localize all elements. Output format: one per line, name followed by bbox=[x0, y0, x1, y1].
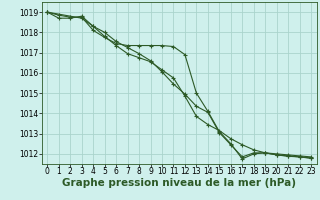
X-axis label: Graphe pression niveau de la mer (hPa): Graphe pression niveau de la mer (hPa) bbox=[62, 178, 296, 188]
